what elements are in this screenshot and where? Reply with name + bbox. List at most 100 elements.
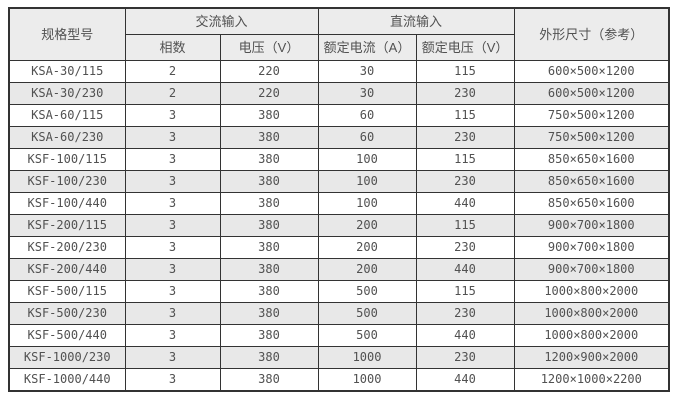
spec-table: 规格型号 交流输入 直流输入 外形尺寸（参考） 相数 电压（V） 额定电流（A）… xyxy=(8,7,671,392)
cell-dc-voltage: 115 xyxy=(415,104,515,127)
header-ac-input-group: 交流输入 xyxy=(124,7,319,35)
table-row: KSA-60/115 3 380 60 115 750×500×1200 xyxy=(8,104,670,127)
cell-phases: 3 xyxy=(124,302,221,325)
table-row: KSF-100/440 3 380 100 440 850×650×1600 xyxy=(8,192,670,215)
table-row: KSA-30/230 2 220 30 230 600×500×1200 xyxy=(8,82,670,105)
cell-model: KSF-500/230 xyxy=(8,302,126,325)
table-header: 规格型号 交流输入 直流输入 外形尺寸（参考） 相数 电压（V） 额定电流（A）… xyxy=(8,7,670,61)
cell-model: KSF-100/115 xyxy=(8,148,126,171)
table-row: KSF-200/115 3 380 200 115 900×700×1800 xyxy=(8,214,670,237)
cell-model: KSF-200/230 xyxy=(8,236,126,259)
header-dc-input-group: 直流输入 xyxy=(317,7,515,35)
table-row: KSA-60/230 3 380 60 230 750×500×1200 xyxy=(8,126,670,149)
cell-dc-voltage: 115 xyxy=(415,214,515,237)
cell-phases: 3 xyxy=(124,104,221,127)
cell-model: KSF-100/230 xyxy=(8,170,126,193)
cell-ac-voltage: 380 xyxy=(219,148,319,171)
cell-model: KSF-200/440 xyxy=(8,258,126,281)
cell-dc-voltage: 115 xyxy=(415,148,515,171)
table-row: KSF-500/115 3 380 500 115 1000×800×2000 xyxy=(8,280,670,303)
cell-model: KSF-200/115 xyxy=(8,214,126,237)
cell-dimensions: 750×500×1200 xyxy=(513,126,670,149)
cell-phases: 3 xyxy=(124,214,221,237)
cell-dc-voltage: 230 xyxy=(415,302,515,325)
cell-dc-current: 30 xyxy=(317,60,417,83)
cell-dc-current: 30 xyxy=(317,82,417,105)
cell-dimensions: 900×700×1800 xyxy=(513,258,670,281)
cell-ac-voltage: 380 xyxy=(219,192,319,215)
header-model: 规格型号 xyxy=(8,7,126,61)
cell-dc-voltage: 115 xyxy=(415,280,515,303)
cell-dc-current: 100 xyxy=(317,170,417,193)
cell-model: KSF-1000/440 xyxy=(8,368,126,392)
cell-ac-voltage: 380 xyxy=(219,368,319,392)
cell-dimensions: 900×700×1800 xyxy=(513,214,670,237)
cell-model: KSA-60/230 xyxy=(8,126,126,149)
cell-model: KSA-30/115 xyxy=(8,60,126,83)
cell-dc-voltage: 440 xyxy=(415,258,515,281)
cell-dc-current: 100 xyxy=(317,192,417,215)
cell-ac-voltage: 380 xyxy=(219,126,319,149)
cell-dc-voltage: 115 xyxy=(415,60,515,83)
cell-dimensions: 850×650×1600 xyxy=(513,192,670,215)
cell-dimensions: 1200×900×2000 xyxy=(513,346,670,369)
cell-dimensions: 850×650×1600 xyxy=(513,148,670,171)
table-row: KSF-1000/440 3 380 1000 440 1200×1000×2200 xyxy=(8,368,670,392)
table-row: KSF-500/230 3 380 500 230 1000×800×2000 xyxy=(8,302,670,325)
cell-model: KSF-100/440 xyxy=(8,192,126,215)
cell-dc-voltage: 440 xyxy=(415,324,515,347)
cell-model: KSF-500/115 xyxy=(8,280,126,303)
table-body: KSA-30/115 2 220 30 115 600×500×1200 KSA-30/23… xyxy=(8,60,670,392)
cell-dc-voltage: 230 xyxy=(415,82,515,105)
cell-dc-current: 60 xyxy=(317,126,417,149)
table-row: KSA-30/115 2 220 30 115 600×500×1200 xyxy=(8,60,670,83)
cell-dc-current: 60 xyxy=(317,104,417,127)
table-row: KSF-1000/230 3 380 1000 230 1200×900×2000 xyxy=(8,346,670,369)
cell-phases: 3 xyxy=(124,346,221,369)
cell-ac-voltage: 380 xyxy=(219,214,319,237)
table-row: KSF-100/115 3 380 100 115 850×650×1600 xyxy=(8,148,670,171)
cell-dc-current: 200 xyxy=(317,214,417,237)
cell-dimensions: 600×500×1200 xyxy=(513,60,670,83)
cell-phases: 3 xyxy=(124,126,221,149)
cell-dc-voltage: 440 xyxy=(415,192,515,215)
header-ac-voltage: 电压（V） xyxy=(219,34,319,61)
cell-dimensions: 1000×800×2000 xyxy=(513,280,670,303)
cell-ac-voltage: 380 xyxy=(219,280,319,303)
cell-dc-current: 1000 xyxy=(317,368,417,392)
table-row: KSF-200/230 3 380 200 230 900×700×1800 xyxy=(8,236,670,259)
table-row: KSF-100/230 3 380 100 230 850×650×1600 xyxy=(8,170,670,193)
cell-phases: 3 xyxy=(124,258,221,281)
cell-ac-voltage: 380 xyxy=(219,170,319,193)
table-row: KSF-500/440 3 380 500 440 1000×800×2000 xyxy=(8,324,670,347)
cell-ac-voltage: 380 xyxy=(219,258,319,281)
header-dc-current: 额定电流（A） xyxy=(317,34,417,61)
cell-phases: 3 xyxy=(124,192,221,215)
header-phases: 相数 xyxy=(124,34,221,61)
cell-model: KSF-500/440 xyxy=(8,324,126,347)
cell-phases: 2 xyxy=(124,60,221,83)
cell-phases: 3 xyxy=(124,170,221,193)
cell-model: KSA-30/230 xyxy=(8,82,126,105)
cell-dc-current: 100 xyxy=(317,148,417,171)
cell-dc-voltage: 230 xyxy=(415,126,515,149)
cell-model: KSA-60/115 xyxy=(8,104,126,127)
cell-phases: 3 xyxy=(124,148,221,171)
cell-ac-voltage: 380 xyxy=(219,324,319,347)
cell-ac-voltage: 380 xyxy=(219,302,319,325)
cell-phases: 3 xyxy=(124,236,221,259)
cell-dc-voltage: 440 xyxy=(415,368,515,392)
header-dc-voltage: 额定电压（V） xyxy=(415,34,515,61)
cell-phases: 2 xyxy=(124,82,221,105)
cell-phases: 3 xyxy=(124,368,221,392)
cell-dc-voltage: 230 xyxy=(415,236,515,259)
cell-phases: 3 xyxy=(124,324,221,347)
cell-phases: 3 xyxy=(124,280,221,303)
header-row-groups: 规格型号 交流输入 直流输入 外形尺寸（参考） xyxy=(8,7,670,61)
cell-dimensions: 1200×1000×2200 xyxy=(513,368,670,392)
cell-model: KSF-1000/230 xyxy=(8,346,126,369)
cell-ac-voltage: 220 xyxy=(219,82,319,105)
cell-dc-current: 500 xyxy=(317,302,417,325)
cell-ac-voltage: 380 xyxy=(219,104,319,127)
